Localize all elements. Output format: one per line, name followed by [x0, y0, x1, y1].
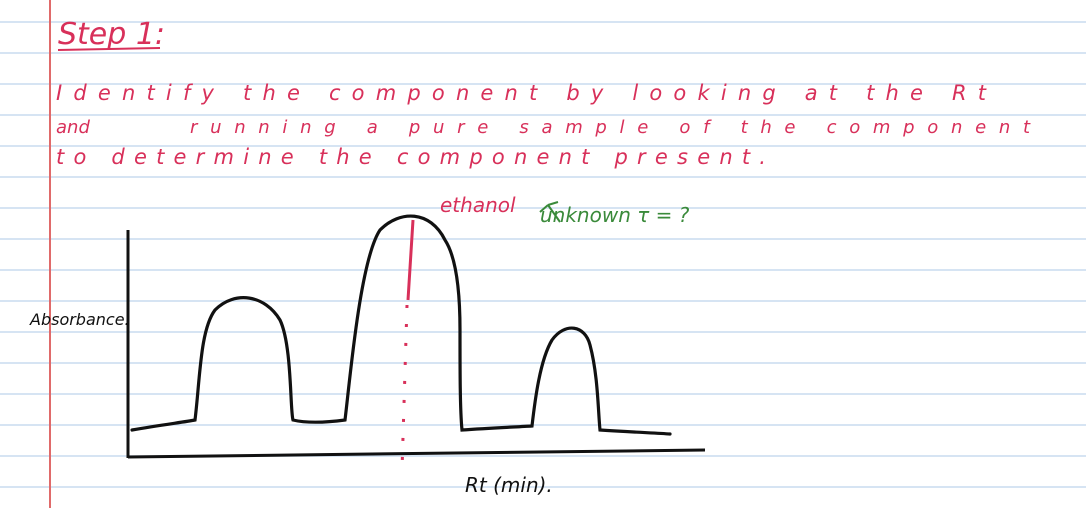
- peak-marker-solid: [406, 219, 415, 301]
- ruled-lines: [0, 21, 1086, 488]
- annotation-ethanol: ethanol: [440, 193, 516, 217]
- x-axis: [127, 448, 706, 459]
- step-heading: Step 1:: [58, 17, 165, 52]
- note-line-2-left: and: [56, 117, 90, 138]
- x-axis-label: Rt (min).: [465, 473, 553, 497]
- peak-marker-dotted: [400, 304, 409, 471]
- chromatogram-trace: [130, 214, 672, 436]
- heading-underline: [57, 47, 161, 51]
- annotation-arrow: [539, 201, 561, 223]
- annotation-unknown: unknown τ = ?: [540, 203, 690, 227]
- note-line-2: running a pure sample of the component: [190, 117, 1031, 138]
- note-line-3: to determine the component present.: [56, 145, 766, 169]
- y-axis-label: Absorbance.: [29, 310, 130, 329]
